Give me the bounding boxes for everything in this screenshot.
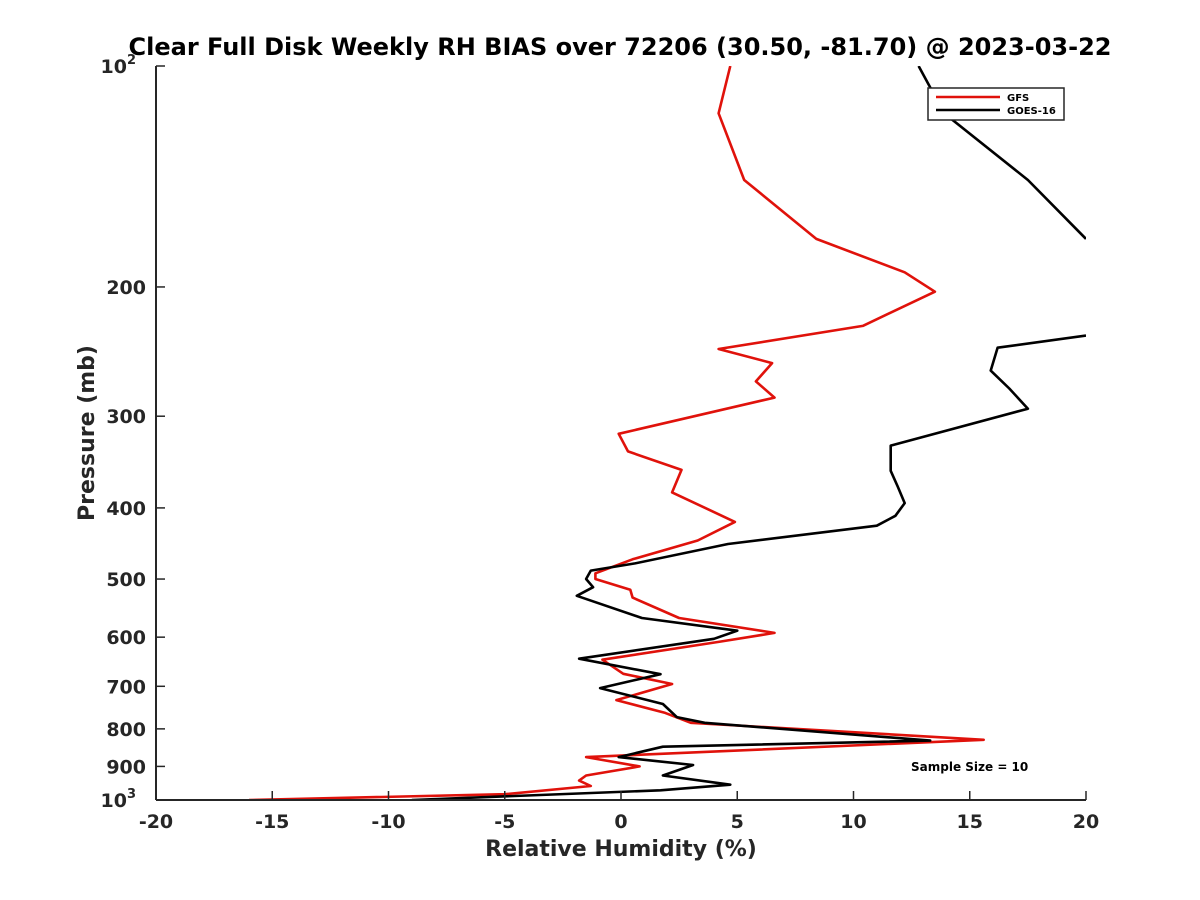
y-tick-label: 400: [106, 498, 146, 520]
y-tick-label: 900: [106, 756, 146, 778]
x-tick-label: -10: [371, 811, 405, 833]
x-tick-label: -20: [139, 811, 173, 833]
y-tick-base: 10: [101, 56, 127, 78]
sample-size-annotation: Sample Size = 10: [911, 760, 1028, 774]
legend-label-gfs: GFS: [1007, 93, 1029, 104]
y-tick-label: 600: [106, 627, 146, 649]
y-tick-label: 103: [101, 787, 137, 812]
legend-box: [927, 87, 1065, 121]
legend: GFS GOES-16: [927, 87, 1065, 121]
y-tick-label: 800: [106, 719, 146, 741]
y-tick-exponent: 3: [127, 787, 136, 802]
chart-title: Clear Full Disk Weekly RH BIAS over 7220…: [129, 33, 1112, 61]
y-tick-label: 700: [106, 676, 146, 698]
series-layer: [248, 66, 1086, 800]
x-tick-label: 15: [957, 811, 983, 833]
x-tick-label: 5: [731, 811, 744, 833]
y-tick-label: 300: [106, 406, 146, 428]
x-tick-label: 20: [1073, 811, 1099, 833]
x-tick-label: 10: [840, 811, 866, 833]
x-tick-label: -5: [494, 811, 515, 833]
y-tick-exponent: 2: [127, 53, 136, 68]
series-line-gfs: [248, 66, 985, 800]
x-tick-label: -15: [255, 811, 289, 833]
y-tick-label: 102: [101, 53, 137, 78]
y-axis-label: Pressure (mb): [75, 345, 100, 521]
y-tick-label: 500: [106, 569, 146, 591]
y-tick-label: 200: [106, 277, 146, 299]
x-ticks: -20 -15 -10 -5 0 5 10 15 20: [139, 791, 1099, 833]
series-line-goes16: [411, 66, 1086, 800]
legend-label-goes16: GOES-16: [1007, 106, 1056, 117]
y-tick-base: 10: [101, 790, 127, 812]
x-axis-label: Relative Humidity (%): [485, 837, 757, 862]
x-tick-label: 0: [614, 811, 627, 833]
